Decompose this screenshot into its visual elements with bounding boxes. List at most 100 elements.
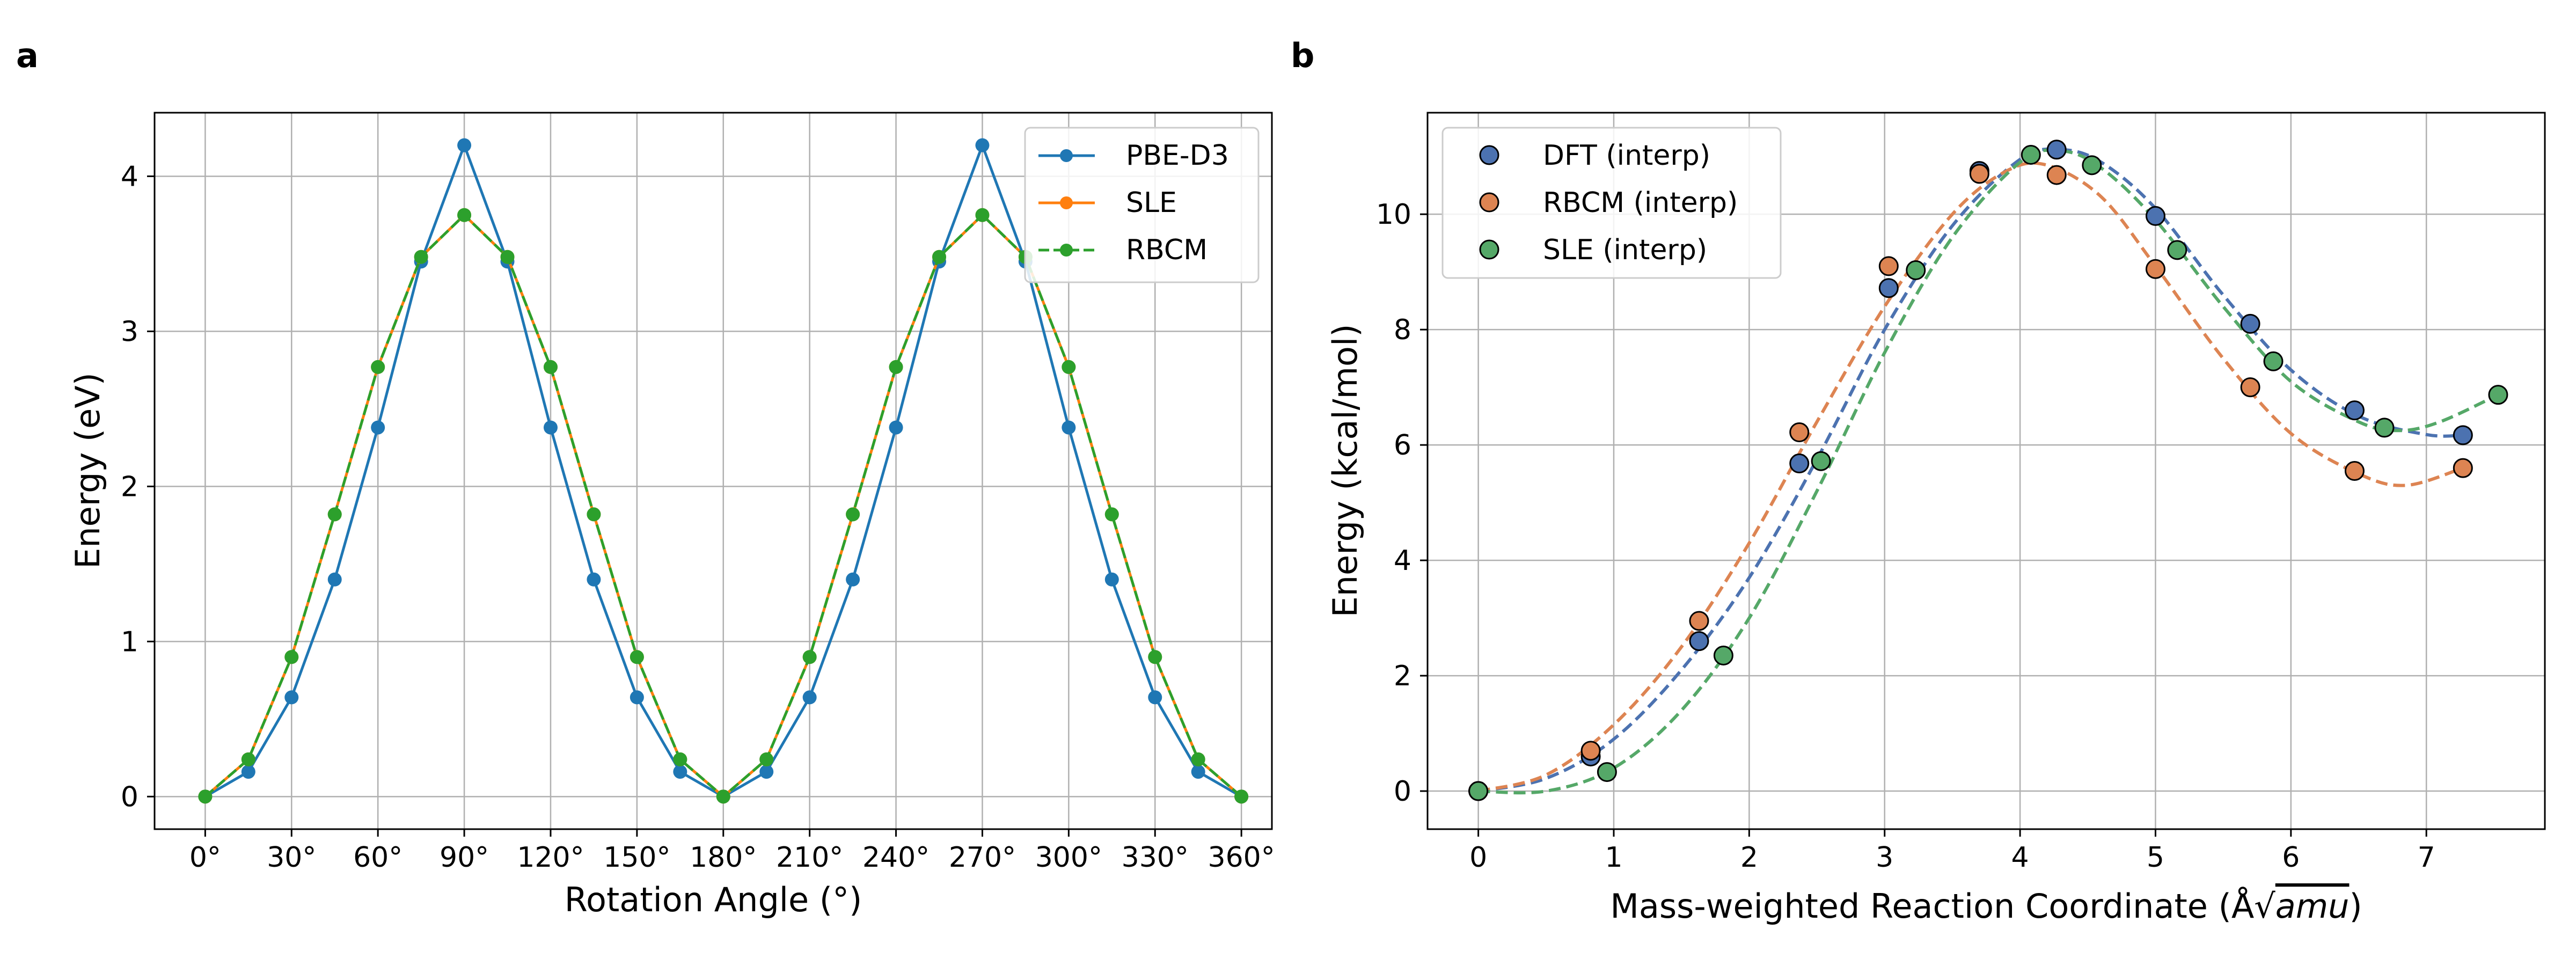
data-point-dft-interp [1789, 453, 1810, 474]
panel-b-x-axis-label-amu: amu [2275, 887, 2350, 926]
fit-curve-rbcm-interp [1477, 161, 2464, 793]
panel-a-lines [198, 138, 1249, 804]
panel-b-y-tick-label: 6 [1394, 429, 1411, 462]
data-point-dft-interp [2240, 313, 2260, 334]
data-point-rbcm [802, 650, 817, 664]
data-point-sle-interp [2082, 155, 2102, 175]
panel-b-y-tick-label: 2 [1394, 660, 1411, 692]
data-point-rbcm [587, 507, 601, 522]
legend-marker-rbcm-interp [1479, 192, 1499, 213]
panel-a-y-tick-label: 2 [121, 471, 138, 503]
panel-b-x-tick-label: 3 [1876, 841, 1893, 874]
panel-a-x-tick-label: 360° [1208, 841, 1275, 874]
panel-b-x-tick-label: 7 [2418, 841, 2435, 874]
data-point-rbcm-interp [1580, 741, 1601, 761]
data-point-rbcm [1191, 752, 1205, 766]
panel-a-x-tick-label: 240° [862, 841, 930, 874]
panel-a-y-tick-label: 1 [121, 626, 138, 658]
panel-b-curves [1477, 147, 2499, 795]
panel-a-x-tick-label: 270° [949, 841, 1016, 874]
panel-b-legend-box [1441, 127, 1782, 279]
panel-a-x-tick-label: 120° [517, 841, 584, 874]
data-point-rbcm-interp [2344, 461, 2365, 481]
data-point-pbe-d3 [889, 420, 903, 435]
data-point-rbcm [198, 789, 213, 804]
legend-label-sle-interp: SLE (interp) [1543, 234, 1707, 266]
fit-curve-dft-interp [1478, 147, 2463, 793]
data-point-rbcm [889, 360, 903, 374]
panel-a-y-tick-label: 0 [121, 781, 138, 813]
panel-b-legend: DFT (interp) RBCM (interp) SLE (interp) [1441, 127, 1782, 279]
data-point-rbcm [1104, 507, 1119, 522]
legend-label-sle: SLE [1126, 187, 1177, 219]
data-point-pbe-d3 [802, 690, 817, 705]
panel-b-x-tick-label: 5 [2147, 841, 2164, 874]
panel-a-x-tick-label: 0° [189, 841, 221, 874]
data-point-pbe-d3 [1104, 572, 1119, 587]
legend-marker-sle-interp [1479, 239, 1499, 260]
data-point-pbe-d3 [630, 690, 644, 705]
panel-b-y-tick-label: 8 [1394, 314, 1411, 346]
legend-marker-rbcm [1060, 244, 1073, 257]
panel-a-grid [155, 113, 1272, 829]
data-point-sle-interp [2374, 418, 2395, 438]
legend-marker-sle [1060, 196, 1073, 209]
data-point-pbe-d3 [1148, 690, 1162, 705]
data-point-pbe-d3 [587, 572, 601, 587]
data-point-sle-interp [1468, 781, 1489, 801]
panel-b-x-tick-label: 4 [2011, 841, 2029, 874]
panel-b-y-tick-label: 4 [1394, 545, 1411, 577]
data-point-sle-interp [1906, 260, 1926, 280]
data-point-pbe-d3 [284, 690, 299, 705]
data-point-rbcm [846, 507, 860, 522]
panel-b-x-axis-label: Mass-weighted Reaction Coordinate (Å√amu… [1610, 887, 2362, 926]
panel-b-x-axis-label-close: ) [2349, 887, 2362, 926]
panel-a-x-tick-label: 90° [440, 841, 489, 874]
data-point-rbcm [759, 752, 774, 766]
data-point-dft-interp [2344, 400, 2365, 421]
data-point-rbcm-interp [2046, 165, 2067, 185]
data-point-rbcm [630, 650, 644, 664]
panel-a-x-tick-label: 60° [353, 841, 402, 874]
data-point-rbcm-interp [1689, 611, 1709, 631]
data-point-rbcm-interp [2453, 458, 2473, 478]
data-point-sle-interp [1597, 762, 1617, 782]
data-point-pbe-d3 [1062, 420, 1076, 435]
data-point-rbcm [284, 650, 299, 664]
data-point-pbe-d3 [457, 138, 472, 152]
panel-a: a 0° 30° 60° 90° 120° 150° 180° 210° 240° 270° 300… [16, 36, 1275, 919]
panel-b-x-tick-label: 2 [1740, 841, 1758, 874]
data-point-rbcm [673, 752, 687, 766]
data-point-sle-interp [2021, 144, 2041, 165]
fit-curve-sle-interp [1478, 148, 2499, 795]
panel-b-x-tick-label: 6 [2282, 841, 2300, 874]
panel-a-x-axis-label: Rotation Angle (°) [565, 880, 862, 919]
data-point-pbe-d3 [371, 420, 385, 435]
data-point-dft-interp [1878, 278, 1899, 298]
legend-label-pbe-d3: PBE-D3 [1126, 140, 1229, 172]
data-point-rbcm [975, 208, 990, 222]
data-point-rbcm [414, 250, 428, 264]
panel-a-x-tick-label: 300° [1035, 841, 1102, 874]
panel-a-frame [153, 112, 1273, 830]
panel-b-label: b [1291, 36, 1314, 75]
panel-a-x-tick-label: 330° [1122, 841, 1189, 874]
legend-marker-pbe-d3 [1060, 149, 1073, 162]
panel-b-x-tick-label: 1 [1605, 841, 1622, 874]
data-point-rbcm [1148, 650, 1162, 664]
data-point-rbcm [371, 360, 385, 374]
data-point-sle-interp [2167, 240, 2187, 260]
panel-a-label: a [16, 36, 39, 75]
panel-a-y-axis-label: Energy (eV) [68, 372, 107, 569]
data-point-pbe-d3 [975, 138, 990, 152]
data-point-rbcm-interp [1878, 256, 1899, 276]
data-point-sle-interp [1713, 645, 1733, 665]
data-point-rbcm-interp [2240, 377, 2260, 398]
panel-a-y-tick-label: 3 [121, 316, 138, 348]
panel-b-frame [1426, 112, 2546, 830]
panel-a-x-tick-label: 180° [690, 841, 757, 874]
data-point-pbe-d3 [327, 572, 342, 587]
data-point-pbe-d3 [759, 765, 774, 779]
panel-a-legend: PBE-D3 SLE RBCM [1024, 127, 1260, 283]
panel-b-ticks: 0 1 2 3 4 5 6 7 0 2 4 6 8 10 [1376, 199, 2435, 874]
